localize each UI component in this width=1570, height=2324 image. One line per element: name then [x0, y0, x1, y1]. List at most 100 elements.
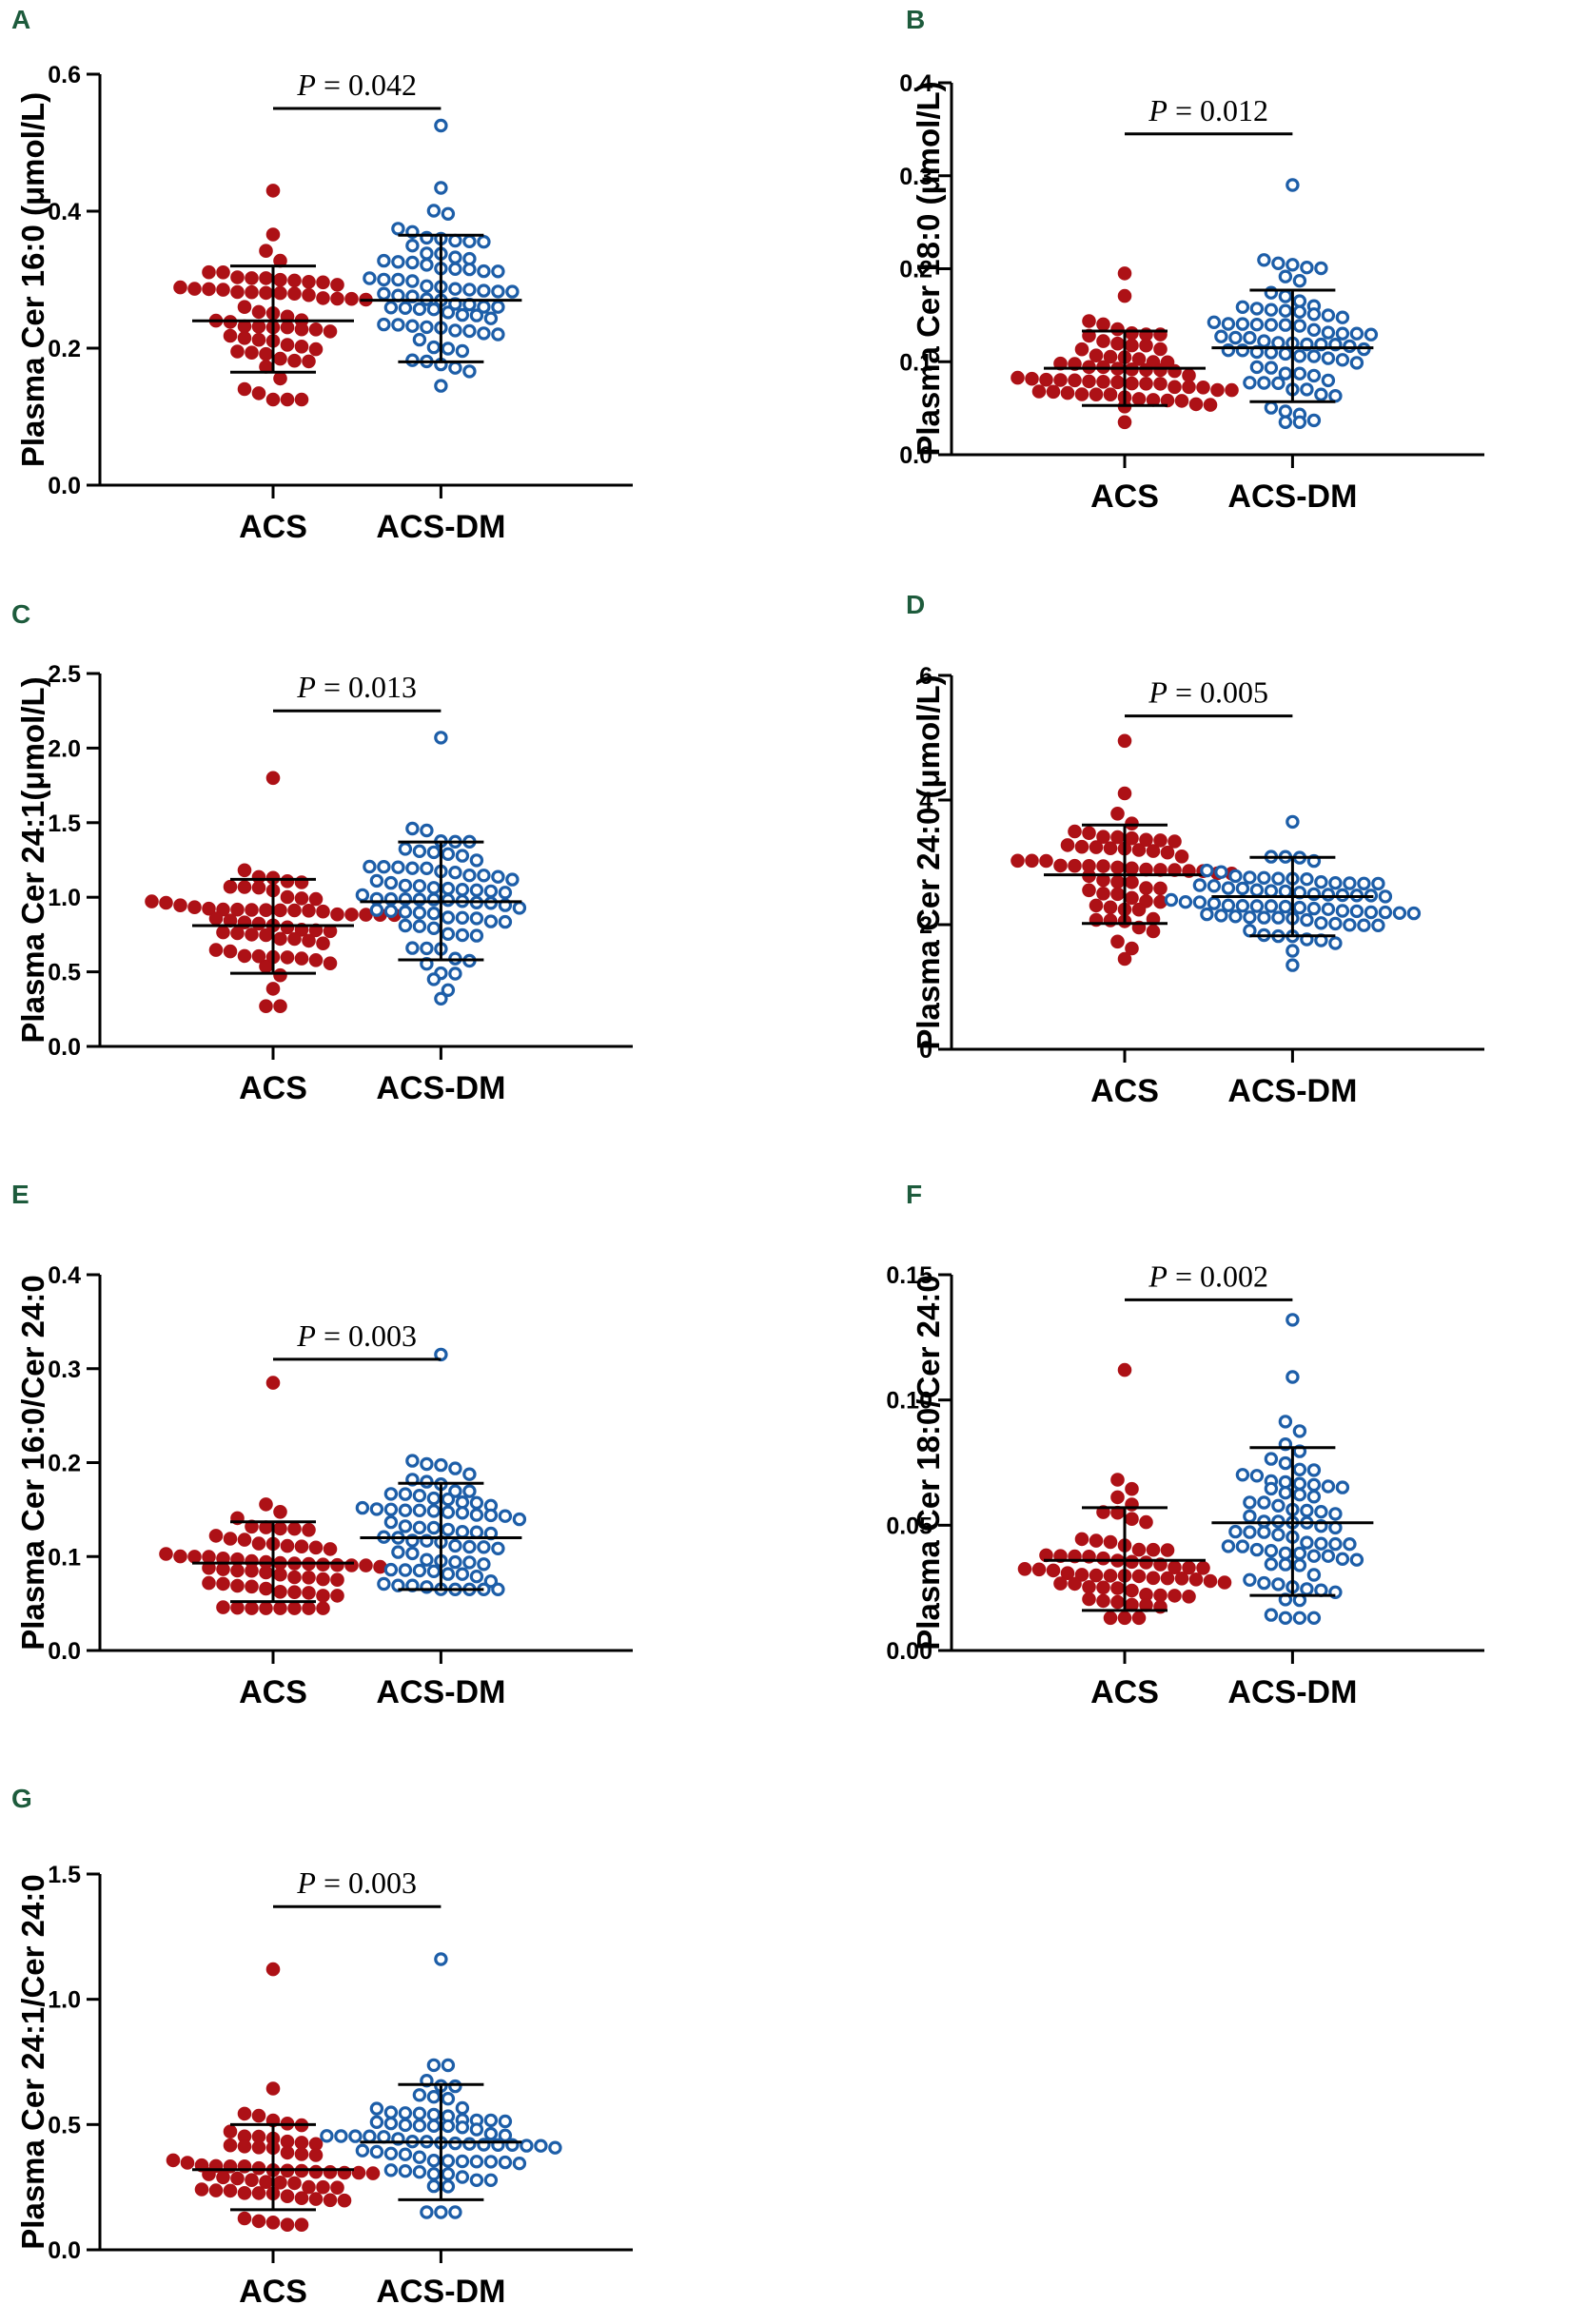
acs-dm-point [1221, 898, 1236, 913]
acs-point [216, 2170, 230, 2185]
acs-point [1153, 1588, 1168, 1603]
acs-dm-point [1285, 1313, 1300, 1327]
acs-point [294, 2191, 309, 2205]
acs-point [1103, 349, 1118, 364]
acs-dm-point [1264, 899, 1279, 913]
acs-dm-point [369, 903, 384, 917]
acs-dm-point [477, 283, 491, 298]
acs-dm-point [498, 914, 513, 929]
acs-point [1117, 1362, 1132, 1377]
acs-dm-point [1285, 258, 1300, 272]
y-tick-label: 0 [919, 1037, 932, 1064]
acs-dm-point [469, 1525, 484, 1539]
acs-dm-point [1343, 876, 1357, 890]
y-tick-label: 0.5 [48, 960, 81, 986]
y-tick-label: 0.0 [48, 2237, 81, 2264]
acs-point [230, 270, 245, 284]
acs-point [202, 1560, 216, 1575]
acs-dm-point [1306, 307, 1322, 322]
panel-letter: E [11, 1180, 29, 1209]
panel-e: E Plasma Cer 16:0/Cer 24:00.0 0.1 0.2 0.3 0.4… [11, 1180, 633, 1710]
acs-dm-point [426, 340, 442, 355]
acs-point [1110, 1594, 1125, 1610]
acs-point [302, 2179, 316, 2195]
acs-dm-point [1278, 1455, 1293, 1471]
acs-point [230, 2171, 245, 2186]
acs-point [1139, 377, 1153, 391]
acs-point [1110, 934, 1125, 949]
acs-point [237, 880, 252, 894]
acs-dm-point [377, 2130, 391, 2144]
acs-point [1131, 1569, 1147, 1584]
acs-point [287, 273, 302, 288]
acs-dm-point [1349, 326, 1364, 341]
acs-dm-point [505, 872, 520, 887]
acs-point [245, 1519, 259, 1534]
acs-point [316, 291, 330, 305]
acs-point [1125, 376, 1139, 391]
acs-dm-point [1257, 870, 1271, 886]
acs-dm-point [469, 308, 484, 322]
acs-dm-point [1235, 899, 1250, 913]
acs-dm-point [1235, 1468, 1250, 1482]
acs-dm-point [448, 361, 462, 375]
acs-dm-point [1371, 918, 1385, 933]
acs-dm-point [1271, 1528, 1285, 1542]
acs-point [1110, 807, 1125, 821]
panel-a: A Plasma Cer 16:0 (μmol/L) 0.0 0.2 0.4 0.6 ACS… [11, 5, 633, 545]
acs-point [287, 1585, 302, 1599]
acs-dm-point [455, 1567, 470, 1581]
acs-point [302, 1523, 316, 1537]
acs-dm-point [405, 941, 420, 955]
acs-dm-point [405, 861, 420, 875]
acs-dm-point [391, 1545, 405, 1559]
acs-dm-point [1278, 1557, 1293, 1572]
acs-point [1025, 371, 1039, 386]
acs-dm-point [483, 2155, 499, 2169]
x-category-label: ACS-DM [1227, 1073, 1357, 1109]
y-tick-label: 2.5 [48, 661, 81, 688]
acs-point [1146, 844, 1161, 858]
acs-dm-point [348, 2129, 363, 2143]
acs-dm-point [1249, 302, 1265, 316]
acs-point [251, 1536, 266, 1551]
acs-dm-point [448, 282, 462, 296]
acs-dm-point [455, 343, 470, 359]
acs-dm-point [1328, 1507, 1343, 1521]
acs-dm-point [477, 234, 491, 249]
acs-dm-point [405, 821, 420, 836]
acs-point [316, 1572, 330, 1587]
y-axis-title: Plasma Cer 24:1/Cer 24:0 [15, 1874, 50, 2249]
acs-point [223, 913, 238, 928]
panel-letter: F [906, 1180, 922, 1209]
acs-point [1174, 850, 1189, 864]
acs-dm-point [441, 1522, 456, 1537]
acs-dm-point [483, 914, 499, 928]
acs-point [302, 1586, 316, 1600]
p-value: = 0.013 [316, 670, 417, 704]
acs-point [223, 328, 238, 343]
acs-point [1096, 317, 1110, 332]
acs-point [237, 381, 252, 397]
acs-dm-point [369, 2144, 384, 2159]
acs-dm-point [412, 879, 427, 893]
acs-dm-point [1349, 904, 1364, 919]
acs-dm-point [1306, 1568, 1322, 1582]
acs-dm-point [1343, 918, 1357, 932]
acs-dm-point [405, 1546, 420, 1561]
acs-dm-point [1300, 382, 1314, 397]
acs-point [323, 2193, 338, 2208]
panel-letter: G [11, 1784, 32, 1813]
acs-point [237, 863, 252, 878]
acs-dm-point [1271, 376, 1285, 390]
x-category-label: ACS-DM [1227, 1674, 1357, 1710]
acs-dm-point [1257, 910, 1271, 925]
acs-dm-point [1300, 1582, 1314, 1596]
acs-point [1031, 1562, 1047, 1577]
acs-dm-point [398, 301, 413, 315]
acs-point [1117, 1611, 1132, 1626]
acs-dm-point [398, 842, 413, 856]
acs-dm-point [1278, 269, 1293, 283]
acs-point [1188, 397, 1204, 412]
acs-point [1174, 1572, 1189, 1586]
